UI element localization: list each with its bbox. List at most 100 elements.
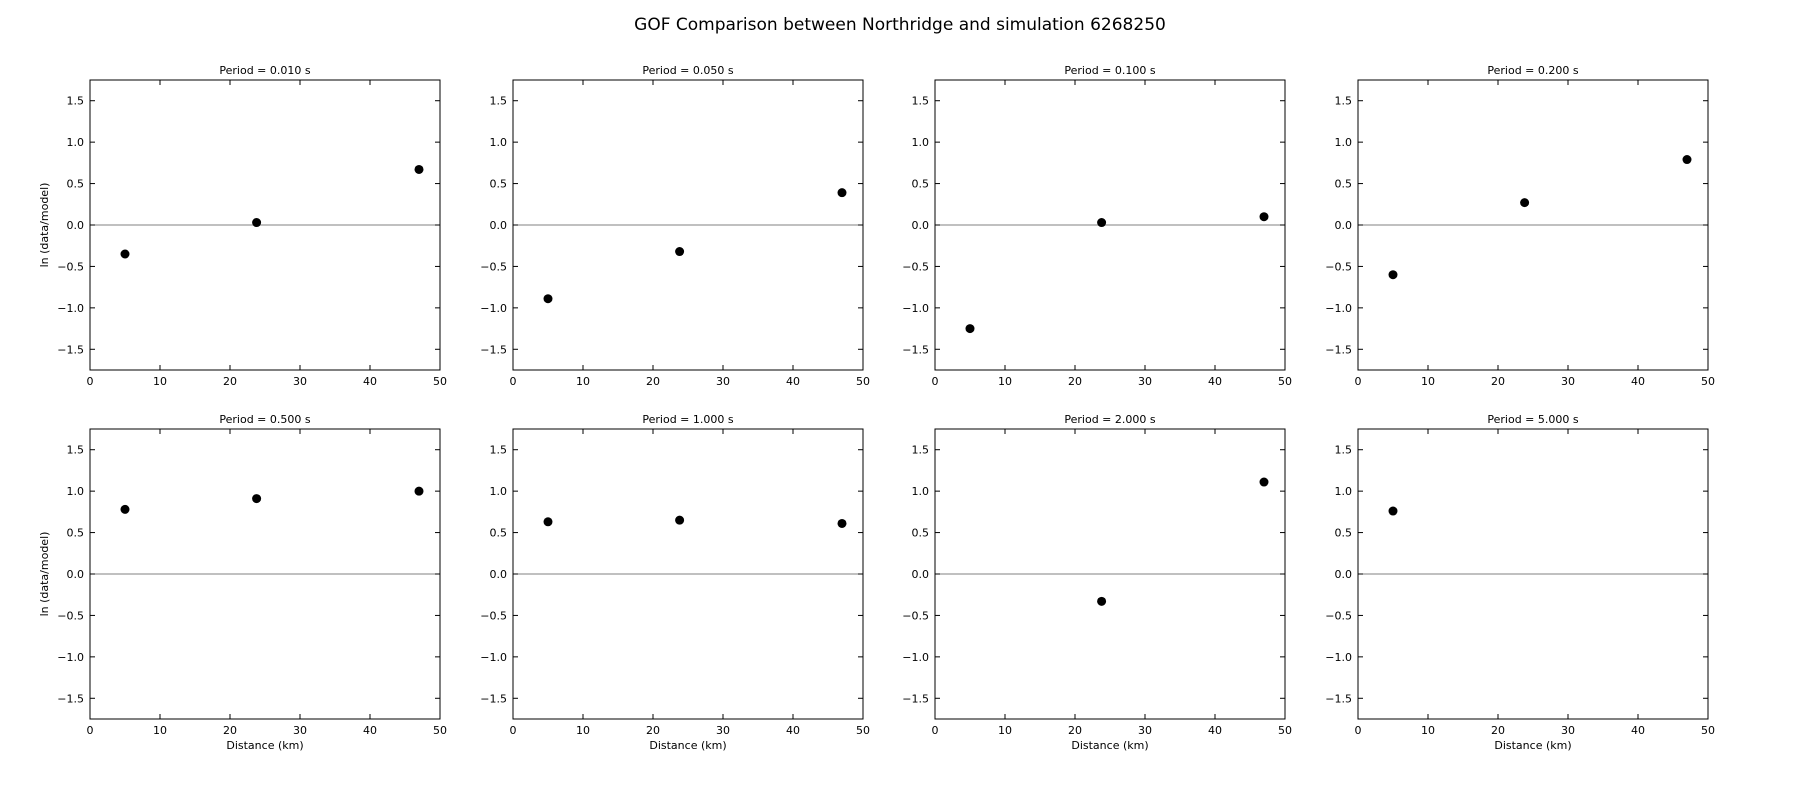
- panel-3-ytick-label-5: 1.0: [912, 136, 930, 149]
- panel-5-xtick-label-4: 40: [363, 724, 377, 737]
- panel-3-ytick-label-6: 1.5: [912, 95, 930, 108]
- panel-3-point-1: [1097, 218, 1107, 228]
- panel-7-xtick-label-2: 20: [1068, 724, 1082, 737]
- panel-3-xtick-label-4: 40: [1208, 375, 1222, 388]
- figure-title: GOF Comparison between Northridge and si…: [634, 15, 1166, 35]
- panel-4-ytick-label-6: 1.5: [1335, 95, 1353, 108]
- panel-1-ytick-label-6: 1.5: [67, 95, 85, 108]
- panel-8-xtick-label-2: 20: [1491, 724, 1505, 737]
- panel-5-xtick-label-5: 50: [433, 724, 447, 737]
- panel-8-title: Period = 5.000 s: [1487, 413, 1578, 426]
- panel-5-point-0: [120, 504, 130, 514]
- panel-1-point-0: [120, 249, 130, 259]
- panel-3-xtick-label-2: 20: [1068, 375, 1082, 388]
- panel-8-ytick-label-0: −1.5: [1325, 692, 1352, 705]
- panel-8-xtick-label-0: 0: [1355, 724, 1362, 737]
- panel-4-ytick-label-1: −1.0: [1325, 302, 1352, 315]
- panel-5-xtick-label-3: 30: [293, 724, 307, 737]
- panel-6-ytick-label-2: −0.5: [480, 609, 507, 622]
- panel-6-frame: [512, 428, 864, 720]
- panel-2-point-2: [837, 188, 847, 198]
- panel-5-ylabel: ln (data/model): [38, 532, 51, 617]
- panel-3: Period = 0.100 s 0 10 20 30 40 50 −1.5 −1.0 −0.5 0…: [902, 64, 1292, 388]
- panel-3-point-2: [1259, 212, 1269, 222]
- panel-1-ytick-label-3: 0.0: [67, 219, 85, 232]
- panel-2-ytick-label-5: 1.0: [490, 136, 508, 149]
- panel-5-xlabel: Distance (km): [226, 739, 303, 752]
- panel-8-xtick-label-5: 50: [1701, 724, 1715, 737]
- panel-3-xtick-label-3: 30: [1138, 375, 1152, 388]
- panel-6-point-2: [837, 518, 847, 528]
- panel-6-xlabel: Distance (km): [649, 739, 726, 752]
- panel-2-xtick-label-2: 20: [646, 375, 660, 388]
- panel-6-xtick-label-1: 10: [576, 724, 590, 737]
- panel-4-point-2: [1682, 155, 1692, 165]
- panel-1-ytick-label-5: 1.0: [67, 136, 85, 149]
- panel-7-ytick-label-1: −1.0: [902, 651, 929, 664]
- panel-8-ytick-label-6: 1.5: [1335, 444, 1353, 457]
- panel-4-ytick-label-3: 0.0: [1335, 219, 1353, 232]
- panel-8: Period = 5.000 s 0 10 20 30 40 50 −1.5 −1.0 −0.5 0…: [1325, 413, 1715, 752]
- panel-1-xtick-label-3: 30: [293, 375, 307, 388]
- panel-2-ytick-label-3: 0.0: [490, 219, 508, 232]
- panel-4-point-0: [1388, 270, 1398, 280]
- panel-8-xlabel: Distance (km): [1494, 739, 1571, 752]
- panel-6-xtick-label-5: 50: [856, 724, 870, 737]
- panel-3-xtick-label-5: 50: [1278, 375, 1292, 388]
- panel-1-xtick-label-2: 20: [223, 375, 237, 388]
- panel-1: Period = 0.010 s 0 10 20 30 40 50 −1.5 −1.0 −0.5 0…: [38, 64, 447, 388]
- panel-1-xtick-label-0: 0: [87, 375, 94, 388]
- panel-4-point-1: [1520, 198, 1530, 208]
- panel-2-xtick-label-3: 30: [716, 375, 730, 388]
- panel-2-point-0: [543, 294, 553, 304]
- panel-8-xtick-label-4: 40: [1631, 724, 1645, 737]
- panel-8-xtick-label-1: 10: [1421, 724, 1435, 737]
- panel-6-ytick-label-4: 0.5: [490, 527, 508, 540]
- panel-6-point-0: [543, 517, 553, 527]
- panel-7-ytick-label-3: 0.0: [912, 568, 930, 581]
- panel-5-xtick-label-1: 10: [153, 724, 167, 737]
- panel-4-title: Period = 0.200 s: [1487, 64, 1578, 77]
- panel-6-title: Period = 1.000 s: [642, 413, 733, 426]
- panel-6-xtick-label-0: 0: [510, 724, 517, 737]
- panel-8-point-0: [1388, 506, 1398, 516]
- panel-4-xtick-label-3: 30: [1561, 375, 1575, 388]
- panel-6-ytick-label-1: −1.0: [480, 651, 507, 664]
- panel-5-ytick-label-6: 1.5: [67, 444, 85, 457]
- panel-2-ytick-label-1: −1.0: [480, 302, 507, 315]
- panel-3-ytick-label-2: −0.5: [902, 260, 929, 273]
- panel-7-xtick-label-4: 40: [1208, 724, 1222, 737]
- panel-5-xtick-label-0: 0: [87, 724, 94, 737]
- panel-3-xtick-label-1: 10: [998, 375, 1012, 388]
- panel-2-xtick-label-4: 40: [786, 375, 800, 388]
- panel-4-xtick-label-0: 0: [1355, 375, 1362, 388]
- panel-5-ytick-label-0: −1.5: [57, 692, 84, 705]
- panel-7-xtick-label-1: 10: [998, 724, 1012, 737]
- panel-1-ytick-label-4: 0.5: [67, 178, 85, 191]
- panel-1-title: Period = 0.010 s: [219, 64, 310, 77]
- panel-6: Period = 1.000 s 0 10 20 30 40 50 −1.5 −1.0 −0.5 0…: [480, 413, 870, 752]
- panel-7-ytick-label-2: −0.5: [902, 609, 929, 622]
- panel-2-title: Period = 0.050 s: [642, 64, 733, 77]
- panel-1-xtick-label-1: 10: [153, 375, 167, 388]
- panel-1-point-2: [414, 164, 424, 174]
- panel-1-ytick-label-0: −1.5: [57, 343, 84, 356]
- panel-8-xtick-label-3: 30: [1561, 724, 1575, 737]
- panel-7-frame: [934, 428, 1286, 720]
- panel-1-point-1: [252, 218, 262, 228]
- panel-2-point-1: [675, 247, 685, 257]
- panel-7-xtick-label-5: 50: [1278, 724, 1292, 737]
- panel-7-xlabel: Distance (km): [1071, 739, 1148, 752]
- panel-7-ytick-label-4: 0.5: [912, 527, 930, 540]
- panel-2-frame: [512, 79, 864, 371]
- panel-2-ytick-label-6: 1.5: [490, 95, 508, 108]
- panel-7-xtick-label-3: 30: [1138, 724, 1152, 737]
- panel-4-ytick-label-0: −1.5: [1325, 343, 1352, 356]
- panel-2-ytick-label-0: −1.5: [480, 343, 507, 356]
- panel-8-ytick-label-1: −1.0: [1325, 651, 1352, 664]
- panel-2-ytick-label-2: −0.5: [480, 260, 507, 273]
- panel-5-point-1: [252, 494, 262, 504]
- panel-4-ytick-label-5: 1.0: [1335, 136, 1353, 149]
- panel-1-ytick-label-2: −0.5: [57, 260, 84, 273]
